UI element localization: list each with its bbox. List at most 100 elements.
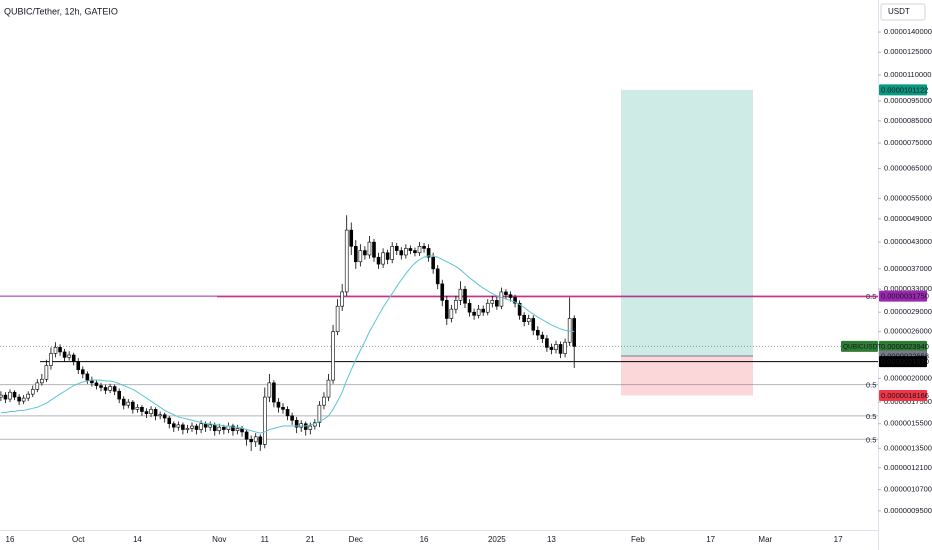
- candle-body: [308, 425, 313, 430]
- candle-body: [344, 229, 349, 293]
- candle-body: [121, 398, 126, 406]
- y-tick-label: 0.0000029000: [884, 307, 932, 316]
- candle-body: [149, 409, 153, 414]
- candle-body: [299, 423, 304, 428]
- candle-body: [517, 302, 522, 316]
- candle-body: [495, 300, 499, 307]
- candle-body: [140, 406, 144, 412]
- candle-body: [203, 423, 208, 428]
- candle-body: [94, 382, 99, 386]
- candle-body: [326, 379, 331, 398]
- y-tick-label: 0.0000140000: [884, 27, 932, 36]
- candle-body: [499, 291, 504, 307]
- moving-average: [0, 255, 575, 434]
- candle-body: [17, 396, 21, 402]
- candle-body: [30, 389, 35, 395]
- candle-body: [435, 268, 440, 285]
- candle-body: [322, 396, 326, 406]
- candle-body: [49, 353, 53, 366]
- x-tick-label: Feb: [631, 535, 645, 544]
- candle-body: [235, 428, 240, 432]
- y-tick-label: 0.0000095000: [884, 96, 932, 105]
- y-tick-label: 0.0000033000: [884, 284, 932, 293]
- candle-body: [513, 297, 517, 304]
- fib-label: 0.5: [866, 435, 876, 444]
- candle-body: [449, 308, 454, 319]
- candle-body: [26, 393, 31, 399]
- candle-body: [535, 329, 540, 336]
- candle-body: [422, 245, 426, 249]
- candle-body: [258, 436, 263, 445]
- x-tick-label: 13: [547, 535, 556, 544]
- candle-body: [353, 245, 358, 263]
- profit-zone: [621, 89, 753, 357]
- candle-body: [372, 241, 376, 258]
- candle-body: [390, 245, 395, 260]
- candle-body: [176, 424, 181, 428]
- x-tick-label: 21: [306, 535, 315, 544]
- price-label-box: [879, 290, 927, 302]
- symbol-label-box: [841, 340, 878, 352]
- candle-body: [549, 347, 554, 350]
- currency-box[interactable]: [880, 3, 926, 21]
- candle-body: [290, 415, 294, 421]
- candle-body: [112, 386, 117, 392]
- price-label-box: [879, 84, 927, 96]
- candle-body: [572, 318, 577, 347]
- y-tick-label: 0.0000085000: [884, 116, 932, 125]
- candle-body: [454, 300, 458, 310]
- candle-body: [67, 354, 71, 358]
- candle-body: [540, 334, 545, 339]
- y-tick-label: 0.0000009500: [884, 506, 932, 515]
- chart-title: QUBIC/Tether, 12h, GATEIO: [4, 6, 118, 16]
- candle-body: [317, 404, 322, 423]
- candle-body: [35, 382, 40, 390]
- candle-body: [162, 414, 167, 419]
- candle-body: [262, 396, 267, 445]
- candle-body: [463, 288, 467, 304]
- price-label-box: [879, 389, 927, 401]
- fib-label: 0.5: [866, 412, 876, 421]
- candle-body: [144, 411, 149, 414]
- candle-body: [294, 419, 299, 428]
- candle-body: [99, 385, 103, 388]
- candle-body: [363, 250, 367, 256]
- candle-body: [481, 308, 486, 313]
- price-label: 0.0000022668: [881, 352, 929, 361]
- candle-body: [444, 300, 449, 319]
- price-label-box: [879, 356, 927, 368]
- candle-body: [81, 369, 85, 375]
- candle-body: [103, 387, 108, 391]
- candle-body: [222, 426, 226, 430]
- candle-body: [381, 252, 385, 265]
- candle-body: [8, 391, 12, 400]
- price-label: 0.0000023940: [881, 342, 929, 351]
- candle-body: [85, 373, 90, 381]
- y-tick-label: 0.0000012100: [884, 463, 932, 472]
- candle-body: [212, 424, 217, 432]
- candle-body: [53, 347, 58, 354]
- candle-body: [490, 300, 495, 304]
- candle-body: [385, 252, 390, 260]
- candle-body: [108, 386, 112, 391]
- y-tick-label: 0.0000015500: [884, 419, 932, 428]
- currency[interactable]: USDT: [888, 7, 910, 16]
- candle-body: [199, 423, 203, 430]
- y-tick-label: 0.0000043000: [884, 237, 932, 246]
- candle-body: [508, 294, 513, 298]
- symbol-label: QUBICUSDT: [843, 344, 881, 351]
- y-tick-label: 0.0000010700: [884, 485, 932, 494]
- candle-body: [545, 338, 549, 348]
- loss-zone: [621, 356, 753, 396]
- candle-body: [276, 401, 281, 408]
- price-label: 0.0000031750: [881, 292, 929, 301]
- candle-body: [367, 241, 372, 256]
- candle-body: [426, 248, 431, 258]
- candle-body: [231, 425, 235, 432]
- candle-body: [217, 426, 222, 432]
- candle-body: [417, 245, 422, 254]
- candle-body: [554, 344, 558, 350]
- price-label: 0.0000018166: [881, 391, 929, 400]
